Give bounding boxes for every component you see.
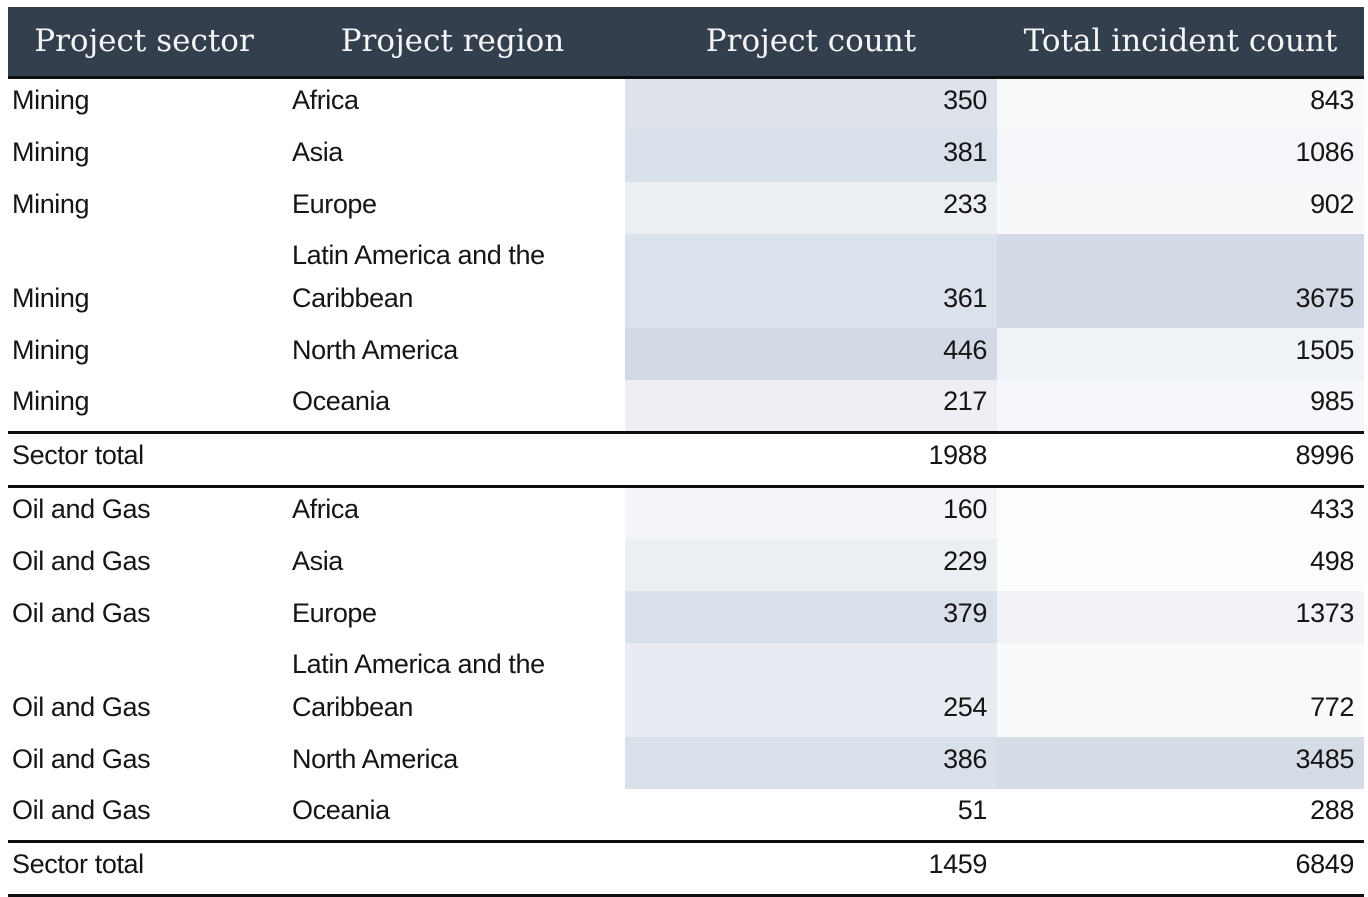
project-count-cell: 446 bbox=[625, 327, 997, 380]
sector-total-project-count: 1988 bbox=[625, 430, 997, 488]
header-total-incident-count: Total incident count bbox=[997, 7, 1364, 79]
table-row: Mining Europe 233 902 bbox=[8, 181, 1364, 234]
sector-cell: Mining bbox=[12, 188, 90, 219]
table-row: Mining Latin America and the Caribbean 361… bbox=[8, 233, 1364, 328]
incident-count-cell: 772 bbox=[997, 642, 1364, 737]
sector-cell: Mining bbox=[12, 282, 90, 313]
project-count-cell: 233 bbox=[625, 181, 997, 234]
table-row: Mining Oceania 217 985 bbox=[8, 379, 1364, 432]
incident-count-cell: 843 bbox=[997, 77, 1364, 130]
table-row: Oil and Gas Latin America and the Caribbe… bbox=[8, 642, 1364, 737]
project-count-cell: 379 bbox=[625, 590, 997, 643]
sector-cell: Mining bbox=[12, 385, 90, 416]
region-cell: Asia bbox=[292, 545, 343, 576]
table-header: Project sector Project region Project co… bbox=[8, 7, 1364, 79]
sector-cell: Oil and Gas bbox=[12, 743, 151, 774]
project-count-cell: 386 bbox=[625, 736, 997, 789]
project-count-cell: 217 bbox=[625, 379, 997, 432]
sector-total-incident-count: 6849 bbox=[997, 839, 1364, 897]
region-cell: Europe bbox=[292, 597, 377, 628]
sector-cell: Mining bbox=[12, 334, 90, 365]
project-count-cell: 229 bbox=[625, 538, 997, 591]
table-row: Oil and Gas Africa 160 433 bbox=[8, 486, 1364, 539]
project-count-cell: 350 bbox=[625, 77, 997, 130]
incident-count-cell: 1505 bbox=[997, 327, 1364, 380]
sector-cell: Mining bbox=[12, 84, 90, 115]
project-count-cell: 254 bbox=[625, 642, 997, 737]
sector-cell: Oil and Gas bbox=[12, 545, 151, 576]
header-project-count: Project count bbox=[625, 7, 997, 79]
region-cell: Asia bbox=[292, 136, 343, 167]
project-count-cell: 51 bbox=[625, 788, 997, 841]
region-cell: Latin America and the Caribbean bbox=[292, 648, 545, 722]
project-count-cell: 361 bbox=[625, 233, 997, 328]
sector-total-spacer bbox=[280, 839, 625, 897]
project-count-cell: 381 bbox=[625, 129, 997, 182]
incident-count-cell: 985 bbox=[997, 379, 1364, 432]
region-cell: Oceania bbox=[292, 385, 390, 416]
project-count-cell: 160 bbox=[625, 486, 997, 539]
incident-count-cell: 902 bbox=[997, 181, 1364, 234]
incident-count-cell: 433 bbox=[997, 486, 1364, 539]
region-cell: Europe bbox=[292, 188, 377, 219]
region-cell: Latin America and the Caribbean bbox=[292, 239, 545, 313]
sector-cell: Mining bbox=[12, 136, 90, 167]
table-row: Mining Africa 350 843 bbox=[8, 77, 1364, 130]
header-project-region: Project region bbox=[280, 7, 625, 79]
sector-cell: Oil and Gas bbox=[12, 794, 151, 825]
table-row: Mining Asia 381 1086 bbox=[8, 129, 1364, 182]
region-cell: Africa bbox=[292, 84, 359, 115]
table-row: Oil and Gas Europe 379 1373 bbox=[8, 590, 1364, 643]
sector-cell: Oil and Gas bbox=[12, 691, 151, 722]
incident-count-cell: 1373 bbox=[997, 590, 1364, 643]
incident-count-cell: 3485 bbox=[997, 736, 1364, 789]
table-row: Oil and Gas North America 386 3485 bbox=[8, 736, 1364, 789]
table-row: Mining North America 446 1505 bbox=[8, 327, 1364, 380]
sector-total-label: Sector total bbox=[8, 430, 280, 488]
incident-count-cell: 288 bbox=[997, 788, 1364, 841]
incident-count-cell: 498 bbox=[997, 538, 1364, 591]
header-row: Project sector Project region Project co… bbox=[8, 7, 1364, 79]
region-cell: North America bbox=[292, 334, 458, 365]
header-project-sector: Project sector bbox=[8, 7, 280, 79]
sector-total-incident-count: 8996 bbox=[997, 430, 1364, 488]
region-cell: North America bbox=[292, 743, 458, 774]
incident-count-cell: 3675 bbox=[997, 233, 1364, 328]
sector-total-row: Sector total 1988 8996 bbox=[8, 430, 1364, 488]
sector-region-incident-table: Project sector Project region Project co… bbox=[8, 7, 1364, 897]
region-cell: Oceania bbox=[292, 794, 390, 825]
region-cell: Africa bbox=[292, 493, 359, 524]
table-row: Oil and Gas Oceania 51 288 bbox=[8, 788, 1364, 841]
incident-count-cell: 1086 bbox=[997, 129, 1364, 182]
table-row: Oil and Gas Asia 229 498 bbox=[8, 538, 1364, 591]
sector-cell: Oil and Gas bbox=[12, 493, 151, 524]
sector-total-label: Sector total bbox=[8, 839, 280, 897]
sector-total-row: Sector total 1459 6849 bbox=[8, 839, 1364, 897]
table-body: Mining Africa 350 843 Mining Asia 381 1086 Minin… bbox=[8, 77, 1364, 897]
sector-total-spacer bbox=[280, 430, 625, 488]
sector-total-project-count: 1459 bbox=[625, 839, 997, 897]
sector-cell: Oil and Gas bbox=[12, 597, 151, 628]
